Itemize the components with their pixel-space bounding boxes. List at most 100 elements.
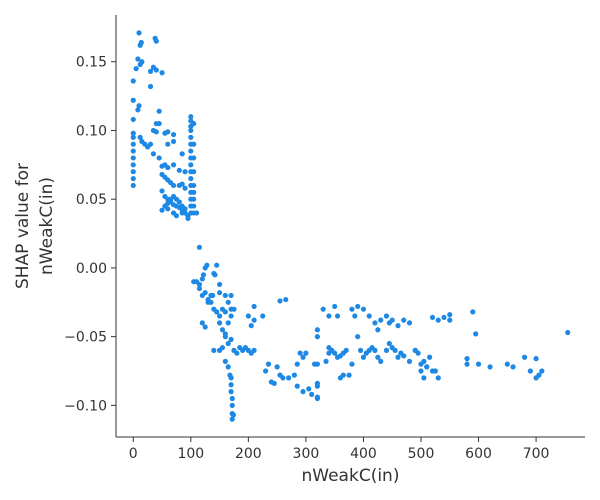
data-point: [260, 313, 266, 319]
data-point: [332, 303, 338, 310]
data-point: [191, 189, 197, 195]
data-point: [130, 97, 136, 103]
data-point: [188, 134, 194, 140]
data-point: [214, 309, 220, 315]
data-point: [229, 416, 235, 422]
data-point: [202, 324, 208, 330]
data-point: [234, 350, 240, 356]
x-axis-title: nWeakC(in): [302, 466, 400, 486]
data-point: [251, 317, 257, 323]
x-tick-label: 300: [293, 446, 320, 462]
data-point: [176, 199, 182, 205]
data-point: [277, 298, 283, 304]
data-point: [159, 188, 165, 194]
data-point: [378, 358, 384, 364]
data-point: [182, 206, 188, 212]
data-point: [251, 347, 257, 354]
data-point: [565, 329, 571, 336]
data-point: [294, 361, 300, 367]
data-point: [475, 361, 482, 367]
data-point: [222, 358, 228, 364]
data-point: [412, 347, 418, 354]
data-point: [447, 317, 453, 323]
data-point: [147, 83, 154, 90]
data-point: [136, 103, 142, 109]
data-point: [265, 361, 272, 367]
data-point: [156, 155, 162, 161]
data-point: [320, 306, 326, 312]
data-point: [383, 347, 390, 354]
data-point: [210, 292, 216, 299]
data-point: [251, 303, 257, 310]
data-point: [199, 276, 205, 282]
data-point: [153, 129, 159, 135]
data-point: [182, 185, 188, 191]
data-point: [357, 347, 364, 354]
data-point: [378, 317, 384, 323]
data-point: [228, 292, 234, 299]
data-point: [427, 354, 433, 360]
data-point: [152, 35, 158, 41]
data-point: [392, 347, 398, 354]
data-point: [188, 175, 194, 182]
data-point: [191, 169, 197, 175]
data-point: [191, 203, 197, 209]
data-point: [283, 296, 289, 303]
data-point: [135, 107, 141, 113]
data-point: [200, 272, 207, 278]
x-tick-label: 100: [177, 446, 204, 462]
data-point: [225, 299, 231, 305]
data-point: [435, 375, 441, 381]
data-point: [429, 314, 436, 321]
data-point: [527, 368, 533, 374]
data-point: [303, 350, 309, 356]
data-point: [406, 320, 413, 326]
y-tick-label: −0.10: [64, 398, 107, 414]
data-point: [228, 375, 234, 381]
data-point: [139, 59, 145, 65]
data-point: [536, 372, 542, 378]
data-point: [473, 331, 479, 337]
data-point: [191, 120, 197, 127]
data-point: [231, 306, 237, 312]
data-point: [343, 347, 349, 354]
x-tick-label: 200: [235, 446, 262, 462]
data-point: [280, 375, 286, 381]
data-point: [179, 210, 185, 216]
data-point: [349, 306, 355, 312]
data-point: [165, 164, 171, 171]
data-point: [323, 358, 329, 364]
y-tick-label: 0.05: [76, 192, 107, 208]
data-point: [418, 368, 424, 374]
data-point: [435, 317, 441, 323]
data-point: [510, 364, 516, 370]
data-point: [222, 334, 228, 340]
data-point: [222, 292, 228, 299]
data-point: [130, 155, 136, 161]
data-point: [196, 281, 203, 288]
data-point: [300, 389, 306, 395]
data-point: [156, 108, 162, 114]
data-point: [214, 262, 220, 268]
data-point: [225, 320, 231, 326]
y-tick-label: 0.00: [76, 261, 107, 277]
data-point: [199, 320, 205, 326]
data-point: [156, 120, 162, 127]
data-point: [176, 167, 182, 173]
data-point: [309, 391, 315, 397]
data-point: [188, 148, 194, 154]
data-point: [191, 155, 197, 161]
data-point: [375, 327, 381, 333]
x-tick-label: 600: [465, 446, 492, 462]
data-point: [188, 114, 194, 120]
data-point: [196, 244, 203, 250]
data-point: [135, 56, 141, 62]
data-point: [360, 354, 367, 360]
data-point: [360, 306, 367, 312]
data-point: [274, 364, 280, 370]
data-point: [424, 364, 430, 370]
data-point: [130, 182, 136, 189]
data-point: [204, 262, 210, 268]
data-point: [202, 290, 208, 296]
